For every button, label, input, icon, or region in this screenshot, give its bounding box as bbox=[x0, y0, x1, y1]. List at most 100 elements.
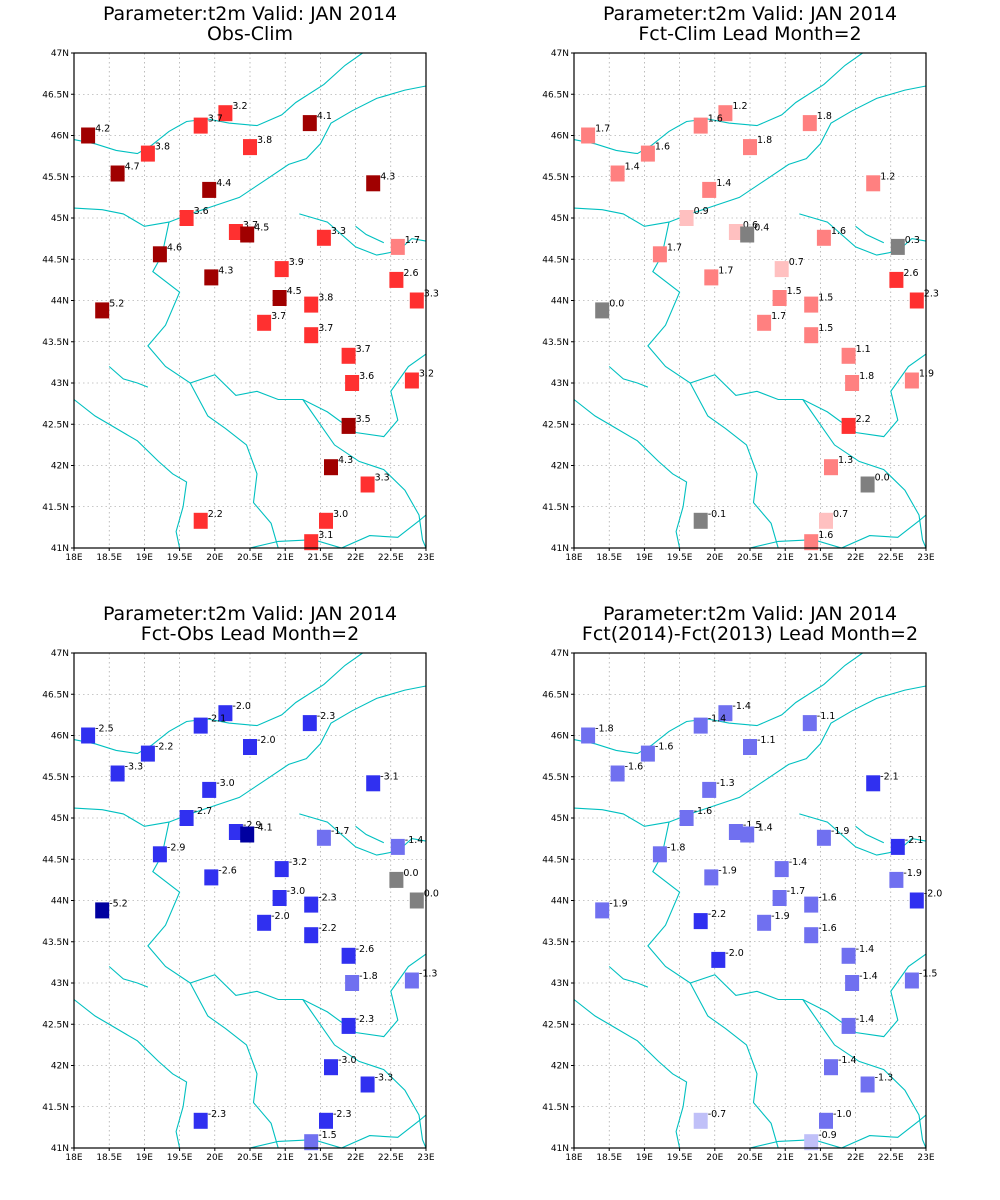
station-value-label: -2.1 bbox=[905, 835, 924, 846]
lon-tick-label: 18E bbox=[565, 1153, 582, 1163]
lon-tick-label: 23E bbox=[417, 1153, 434, 1163]
lat-tick-label: 46.5N bbox=[542, 90, 569, 100]
station-value-label: -1.8 bbox=[595, 724, 614, 735]
station-marker bbox=[179, 210, 194, 226]
station-marker bbox=[804, 534, 819, 551]
station-value-label: 1.7 bbox=[667, 242, 682, 253]
lon-tick-label: 22.5E bbox=[878, 553, 904, 563]
station-marker bbox=[581, 127, 596, 144]
station-value-label: 3.8 bbox=[155, 142, 170, 153]
lat-tick-label: 44N bbox=[51, 897, 69, 907]
station-marker bbox=[743, 739, 757, 755]
station-value-label: 0.0 bbox=[875, 473, 890, 484]
station-value-label: -1.9 bbox=[718, 865, 737, 876]
station-marker bbox=[711, 951, 726, 968]
station-value-label: 2.3 bbox=[924, 289, 939, 300]
border-line bbox=[108, 966, 149, 988]
station-value-label: 4.5 bbox=[254, 223, 269, 234]
station-marker bbox=[274, 261, 289, 278]
station-marker bbox=[845, 975, 860, 991]
lon-tick-label: 19E bbox=[136, 553, 153, 563]
station-marker bbox=[841, 947, 856, 964]
lat-tick-label: 45.5N bbox=[542, 773, 569, 783]
station-marker bbox=[728, 224, 743, 240]
station-marker bbox=[341, 947, 356, 964]
station-marker bbox=[204, 869, 219, 886]
lon-tick-label: 21E bbox=[777, 553, 794, 563]
station-marker bbox=[319, 512, 333, 529]
station-marker bbox=[816, 829, 831, 846]
border-line bbox=[573, 85, 927, 227]
panel-title-line2: Fct-Obs Lead Month=2 bbox=[140, 623, 360, 645]
lon-tick-label: 20E bbox=[706, 1153, 723, 1163]
station-marker bbox=[272, 890, 287, 906]
station-value-label: -1.6 bbox=[625, 762, 644, 773]
station-value-label: 3.0 bbox=[333, 509, 348, 520]
border-line bbox=[302, 999, 427, 1149]
lon-tick-label: 19E bbox=[636, 553, 653, 563]
lat-tick-label: 42.5N bbox=[42, 1020, 69, 1030]
station-marker bbox=[243, 739, 257, 755]
lat-tick-label: 44.5N bbox=[542, 855, 569, 865]
station-marker bbox=[774, 261, 789, 278]
station-value-label: -2.9 bbox=[167, 842, 186, 853]
border-line bbox=[689, 382, 779, 549]
station-marker bbox=[804, 927, 819, 944]
border-line bbox=[355, 225, 385, 244]
map-panel-fct-clim: Parameter:t2m Valid: JAN 2014 Fct-Clim L… bbox=[520, 0, 980, 600]
lon-tick-label: 22E bbox=[347, 1153, 364, 1163]
lon-tick-label: 21E bbox=[777, 1153, 794, 1163]
station-value-label: -1.3 bbox=[875, 1073, 894, 1084]
lat-tick-label: 46N bbox=[551, 732, 569, 742]
border-line bbox=[855, 825, 885, 844]
lon-tick-label: 19.5E bbox=[667, 553, 693, 563]
lon-tick-label: 21.5E bbox=[808, 553, 834, 563]
station-marker bbox=[316, 229, 331, 246]
station-marker bbox=[819, 1112, 833, 1129]
station-value-label: -2.3 bbox=[356, 1014, 375, 1025]
station-value-label: 0.4 bbox=[754, 223, 769, 234]
station-value-label: 3.7 bbox=[243, 220, 258, 231]
station-value-label: 0.7 bbox=[833, 509, 848, 520]
lon-tick-label: 22E bbox=[347, 553, 364, 563]
lat-tick-label: 42N bbox=[551, 462, 569, 472]
station-marker bbox=[302, 115, 317, 132]
plot-frame bbox=[573, 652, 927, 1149]
station-value-label: 4.4 bbox=[216, 178, 231, 189]
border-line bbox=[73, 685, 427, 827]
station-marker bbox=[804, 1134, 819, 1151]
station-marker bbox=[389, 271, 404, 288]
station-value-label: 2.2 bbox=[856, 414, 871, 425]
plot-frame bbox=[573, 52, 927, 549]
station-value-label: -1.1 bbox=[757, 735, 776, 746]
border-line bbox=[647, 221, 927, 438]
station-marker bbox=[581, 727, 596, 744]
station-value-label: 0.0 bbox=[403, 868, 418, 879]
station-value-label: -1.7 bbox=[331, 826, 350, 837]
station-marker bbox=[693, 117, 708, 134]
station-value-label: -1.6 bbox=[655, 742, 674, 753]
station-value-label: -1.6 bbox=[818, 923, 837, 934]
border-line bbox=[573, 652, 863, 755]
lat-tick-label: 41N bbox=[551, 544, 569, 554]
station-value-label: 0.9 bbox=[694, 206, 709, 217]
station-marker bbox=[360, 1076, 375, 1093]
station-value-label: 0.0 bbox=[609, 298, 624, 309]
lat-tick-label: 47N bbox=[51, 49, 69, 59]
station-marker bbox=[740, 826, 755, 843]
station-value-label: -1.5 bbox=[919, 969, 938, 980]
station-marker bbox=[389, 871, 404, 888]
station-marker bbox=[319, 1112, 333, 1129]
station-value-label: -1.9 bbox=[831, 826, 850, 837]
station-marker bbox=[693, 913, 708, 930]
station-value-label: -2.0 bbox=[924, 889, 943, 900]
station-value-label: -1.4 bbox=[708, 714, 727, 725]
border-line bbox=[189, 982, 279, 1149]
station-marker bbox=[802, 115, 817, 132]
station-marker bbox=[889, 871, 904, 888]
station-value-label: -5.2 bbox=[109, 898, 128, 909]
lat-tick-label: 43.5N bbox=[542, 938, 569, 948]
station-marker bbox=[693, 717, 708, 734]
lat-tick-label: 42N bbox=[551, 1062, 569, 1072]
lon-tick-label: 22.5E bbox=[378, 553, 404, 563]
